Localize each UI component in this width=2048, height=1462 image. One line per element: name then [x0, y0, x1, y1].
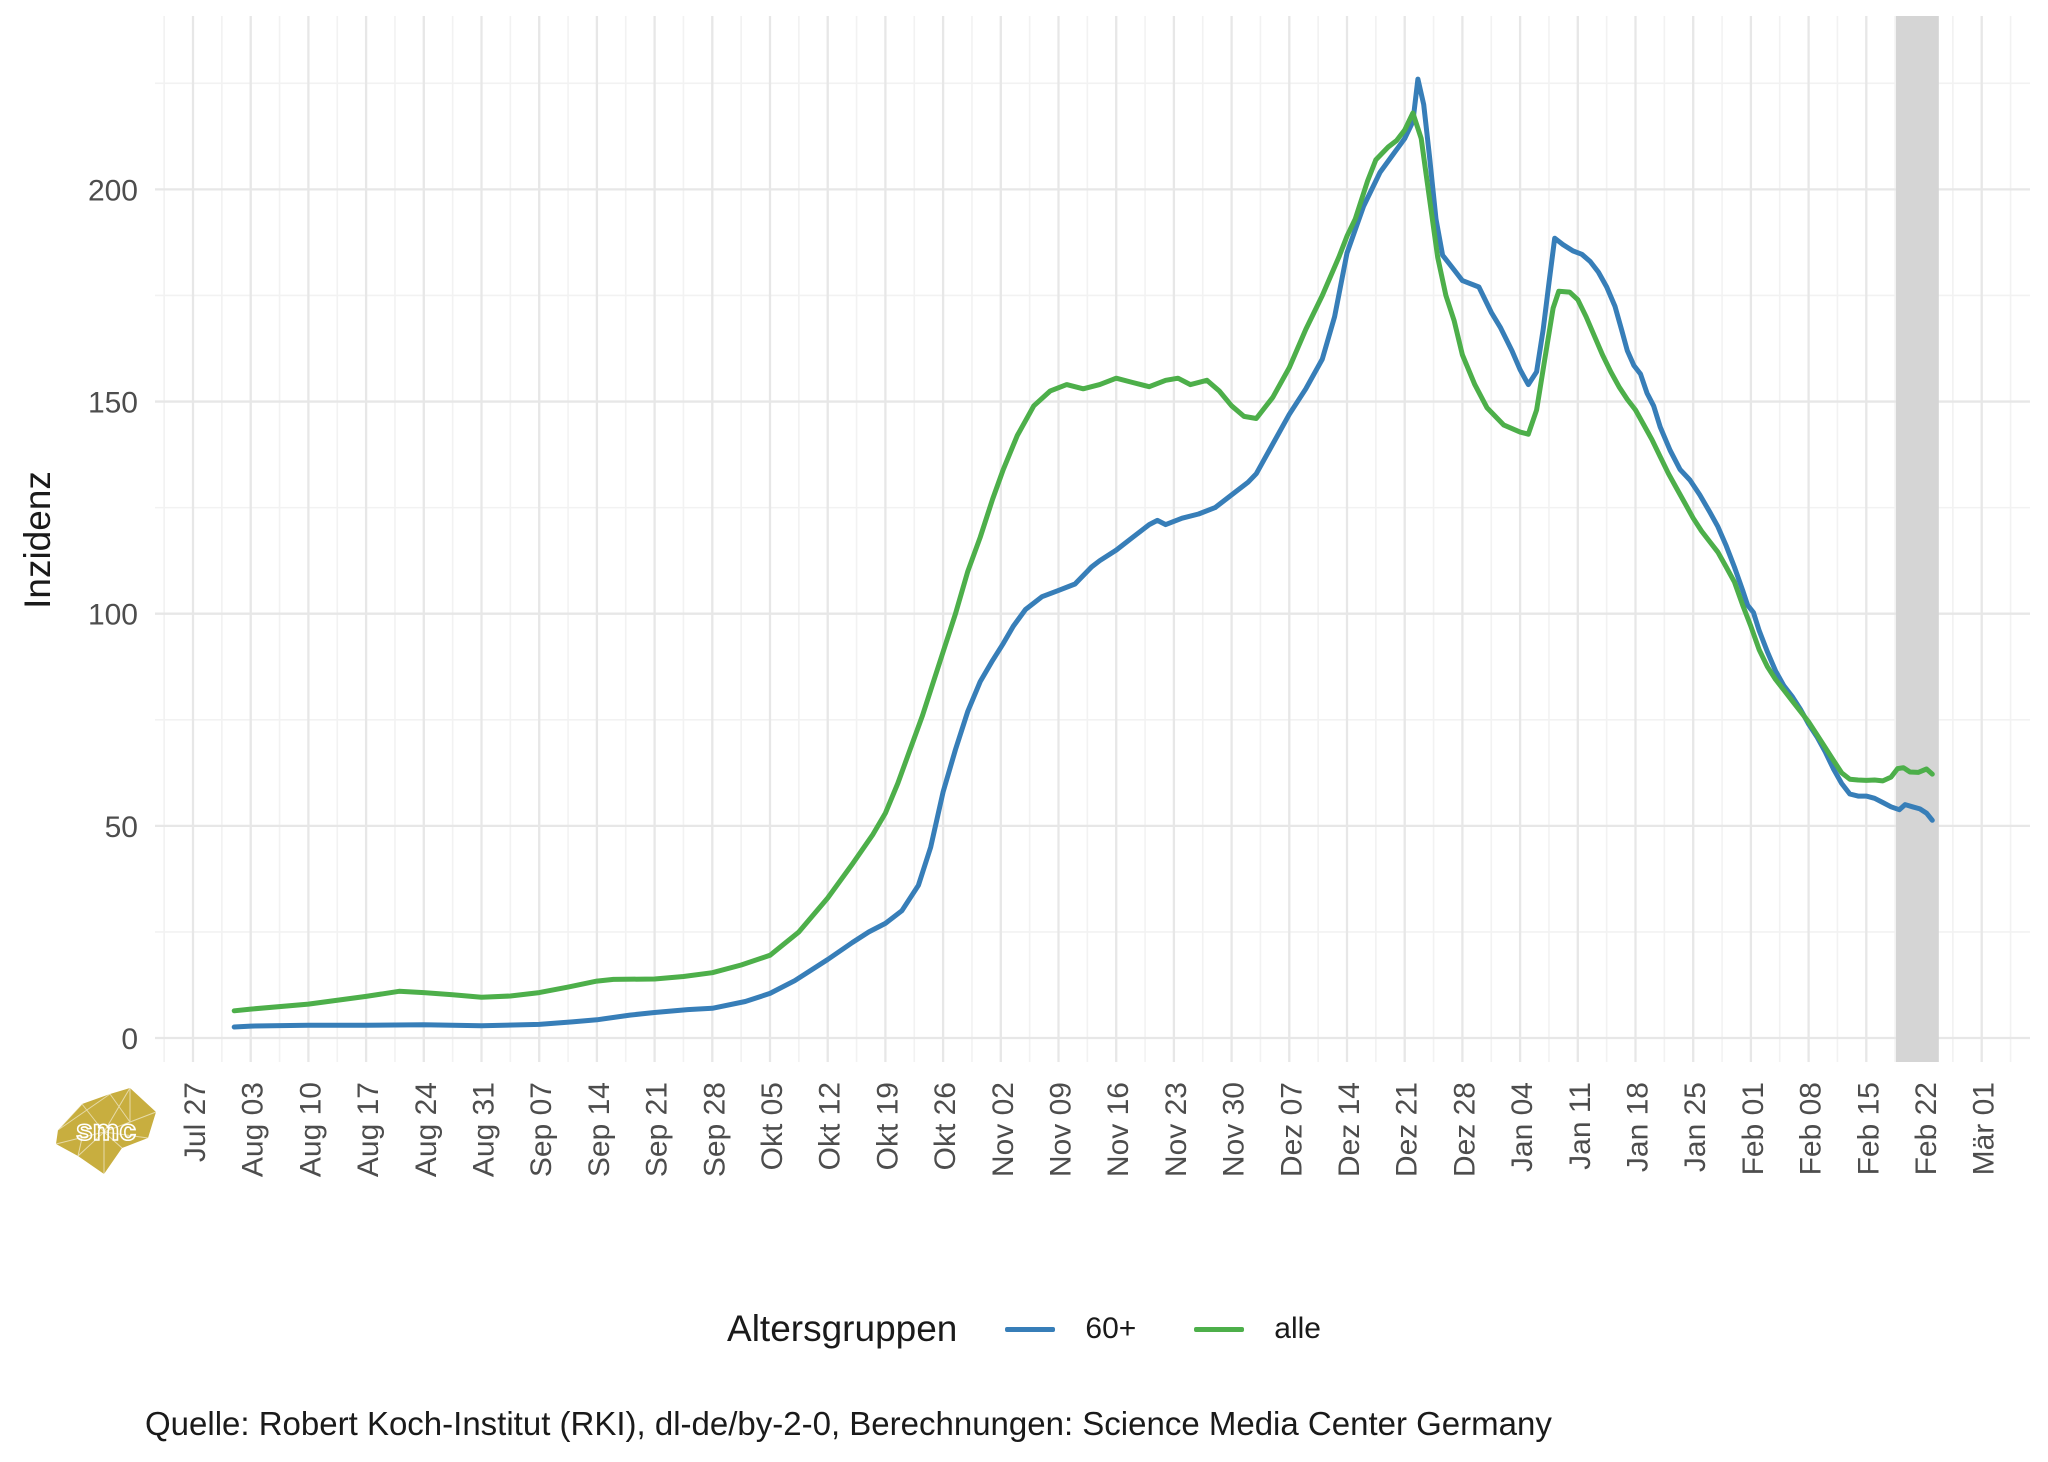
x-tick-label: Feb 22 [1910, 1082, 1943, 1175]
legend-swatch-60plus-icon [1005, 1326, 1056, 1332]
x-tick-label: Sep 14 [583, 1082, 616, 1177]
x-tick-label: Aug 24 [410, 1082, 443, 1177]
x-tick-label: Jan 11 [1564, 1082, 1597, 1170]
legend-swatch-alle-icon [1194, 1326, 1245, 1332]
x-tick-label: Dez 28 [1448, 1082, 1481, 1177]
x-tick-label: Dez 14 [1333, 1082, 1366, 1177]
x-tick-label: Jul 27 [179, 1082, 212, 1162]
logo-facet-lines-icon [55, 1087, 157, 1174]
x-tick-label: Mär 01 [1968, 1082, 2001, 1175]
x-tick-label: Nov 23 [1160, 1082, 1193, 1177]
y-axis-title: Inzidenz [17, 471, 58, 609]
x-tick-label: Feb 08 [1795, 1082, 1828, 1175]
logo-text: smc [76, 1114, 136, 1147]
x-tick-label: Aug 03 [237, 1082, 270, 1177]
series-line-alle [231, 110, 1935, 1014]
x-tick-label: Sep 07 [525, 1082, 558, 1177]
x-tick-label: Okt 26 [929, 1082, 962, 1170]
x-tick-label: Nov 02 [987, 1082, 1020, 1177]
y-tick-label: 150 [88, 387, 138, 420]
x-tick-label: Okt 05 [756, 1082, 789, 1170]
y-tick-label: 100 [88, 599, 138, 632]
legend: Altersgruppen 60+ alle [727, 1308, 1321, 1350]
y-tick-label: 50 [105, 811, 138, 844]
x-tick-label: Okt 19 [871, 1082, 904, 1170]
x-tick-label: Feb 15 [1852, 1082, 1885, 1175]
y-tick-label: 0 [121, 1023, 138, 1056]
x-tick-label: Sep 21 [641, 1082, 674, 1177]
x-tick-label: Jan 25 [1679, 1082, 1712, 1172]
x-tick-label: Jan 18 [1622, 1082, 1655, 1172]
legend-title: Altersgruppen [727, 1308, 958, 1349]
legend-item-alle: alle [1194, 1312, 1321, 1346]
plot-area: 0 50 100 150 200 Jul 27 Aug 03 Aug 10 Aug 17 Aug … [88, 16, 2030, 1177]
highlight-band [1895, 16, 1939, 1062]
x-tick-label: Dez 07 [1275, 1082, 1308, 1177]
x-tick-label: Nov 30 [1218, 1082, 1251, 1177]
x-tick-label: Nov 16 [1102, 1082, 1135, 1177]
x-tick-label: Jan 04 [1506, 1082, 1539, 1172]
x-tick-label: Sep 28 [698, 1082, 731, 1177]
series-line-60plus [231, 76, 1935, 1030]
smc-logo: smc [55, 1087, 157, 1174]
x-tick-label: Aug 10 [294, 1082, 327, 1177]
legend-label-60plus: 60+ [1085, 1312, 1137, 1345]
y-tick-label: 200 [88, 174, 138, 207]
x-tick-label: Aug 31 [468, 1082, 501, 1177]
x-tick-label: Okt 12 [814, 1082, 847, 1170]
legend-item-60plus: 60+ [1005, 1312, 1136, 1346]
legend-label-alle: alle [1274, 1312, 1321, 1345]
x-tick-label: Nov 09 [1045, 1082, 1078, 1177]
x-tick-label: Aug 17 [352, 1082, 385, 1177]
x-tick-label: Dez 21 [1391, 1082, 1424, 1177]
x-tick-label: Feb 01 [1737, 1082, 1770, 1175]
source-credit: Quelle: Robert Koch-Institut (RKI), dl-d… [145, 1405, 1552, 1442]
